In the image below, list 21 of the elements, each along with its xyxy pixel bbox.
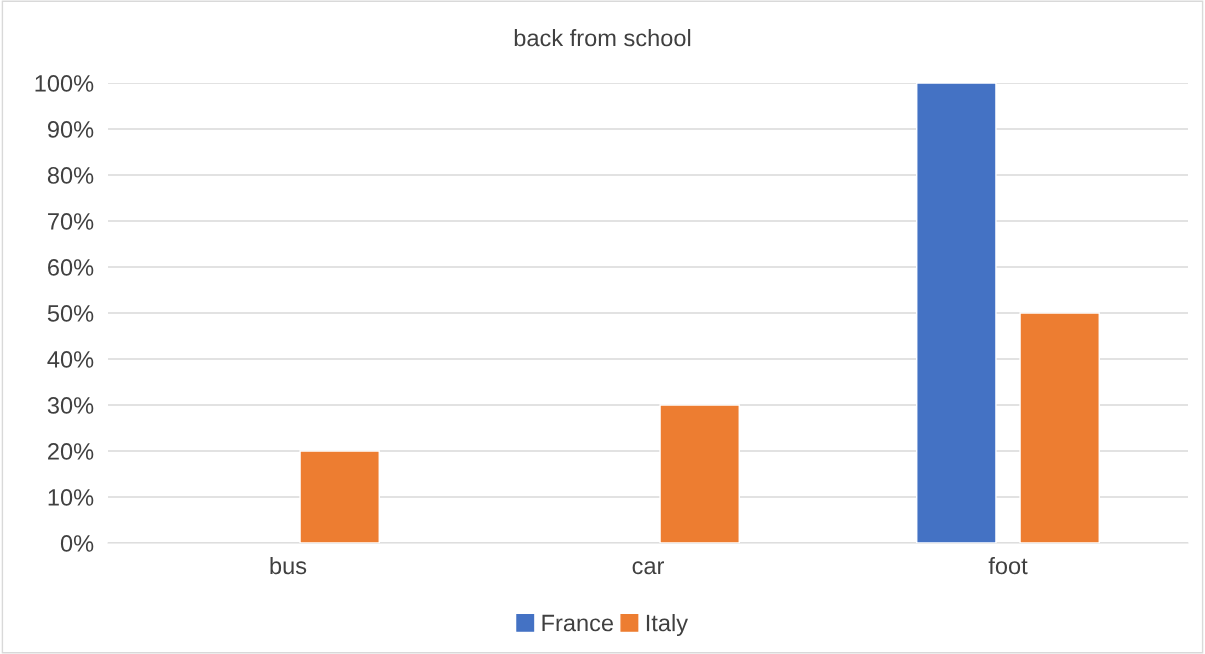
y-tick-label: 10% (48, 489, 94, 506)
bar (1019, 312, 1100, 543)
y-tick-label: 50% (47, 305, 94, 322)
y-tick-label: 60% (48, 259, 94, 276)
legend-label: France (542, 614, 613, 632)
chart-title: back from school (514, 29, 691, 47)
y-tick-label: 80% (47, 167, 94, 184)
y-tick-label: 70% (48, 213, 94, 230)
legend-label: Italy (646, 613, 688, 636)
y-tick-label: 20% (48, 443, 94, 460)
x-tick-label: bus (270, 556, 307, 575)
x-tick-label: foot (988, 556, 1028, 575)
y-tick-label: 30% (47, 397, 94, 414)
x-tick-label: car (632, 561, 665, 575)
y-tick-label: 100% (35, 75, 94, 92)
bar (916, 83, 997, 543)
y-tick-label: 40% (47, 351, 94, 368)
bar (659, 404, 740, 543)
bar (299, 450, 380, 543)
y-tick-label: 90% (47, 121, 94, 138)
y-tick-label: 0% (60, 535, 94, 552)
